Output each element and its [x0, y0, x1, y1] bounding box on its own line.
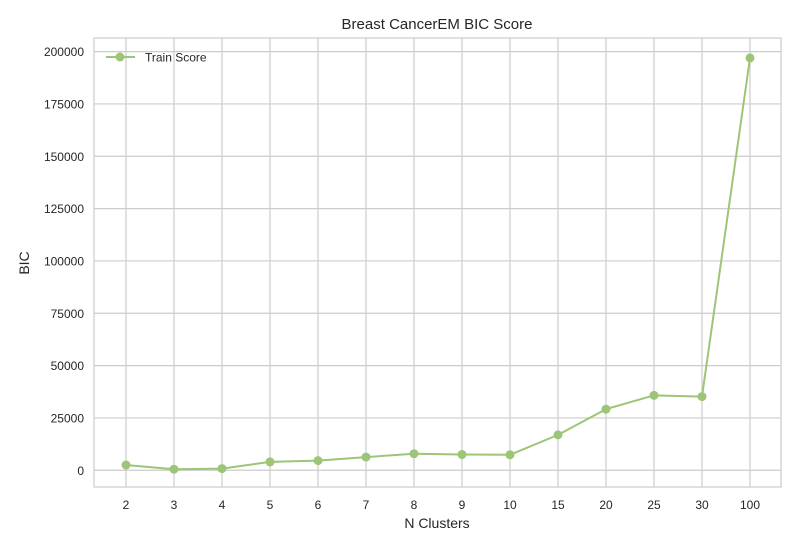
x-tick-label: 9	[459, 498, 466, 512]
data-point	[361, 452, 371, 462]
data-point	[217, 464, 227, 474]
data-point	[601, 404, 611, 414]
series-train-score	[121, 53, 755, 474]
data-point	[313, 456, 323, 466]
data-point	[169, 464, 179, 474]
y-tick-label: 125000	[44, 202, 84, 216]
y-tick-label: 50000	[51, 359, 85, 373]
legend-label-train-score: Train Score	[145, 51, 207, 65]
legend-marker	[115, 52, 125, 62]
y-tick-label: 75000	[51, 307, 85, 321]
data-point	[505, 450, 515, 460]
x-tick-label: 15	[551, 498, 565, 512]
data-point	[745, 53, 755, 63]
x-axis-label: N Clusters	[404, 515, 469, 531]
x-tick-label: 5	[267, 498, 274, 512]
x-tick-label: 8	[411, 498, 418, 512]
x-tick-label: 10	[503, 498, 517, 512]
x-tick-label: 25	[647, 498, 661, 512]
y-tick-label: 200000	[44, 45, 84, 59]
x-tick-label: 30	[695, 498, 709, 512]
y-tick-label: 25000	[51, 411, 85, 425]
data-point	[553, 430, 563, 440]
y-axis-label: BIC	[16, 251, 32, 274]
data-point	[409, 449, 419, 459]
y-tick-label: 0	[77, 464, 84, 478]
series-line	[125, 57, 751, 471]
data-point	[121, 460, 131, 470]
x-tick-label: 20	[599, 498, 613, 512]
x-tick-label: 2	[123, 498, 130, 512]
grid	[94, 38, 781, 487]
y-tick-label: 100000	[44, 254, 84, 268]
y-tick-label: 150000	[44, 150, 84, 164]
x-tick-label: 6	[315, 498, 322, 512]
x-tick-label: 4	[219, 498, 226, 512]
x-tick-label: 7	[363, 498, 370, 512]
data-point	[265, 457, 275, 467]
data-point	[457, 450, 467, 460]
plot-frame	[93, 37, 782, 488]
y-tick-labels: 0 25000 50000 75000 100000 125000 150000 175000…	[44, 45, 84, 478]
x-tick-labels: 2 3 4 5 6 7 8 9 10 15 20 25 30 100	[123, 498, 761, 512]
data-point	[649, 390, 659, 400]
y-tick-label: 175000	[44, 97, 84, 111]
legend: Train Score	[106, 51, 207, 65]
x-tick-label: 100	[740, 498, 760, 512]
x-tick-label: 3	[171, 498, 178, 512]
data-point	[697, 392, 707, 402]
chart-title: Breast CancerEM BIC Score	[342, 16, 533, 33]
